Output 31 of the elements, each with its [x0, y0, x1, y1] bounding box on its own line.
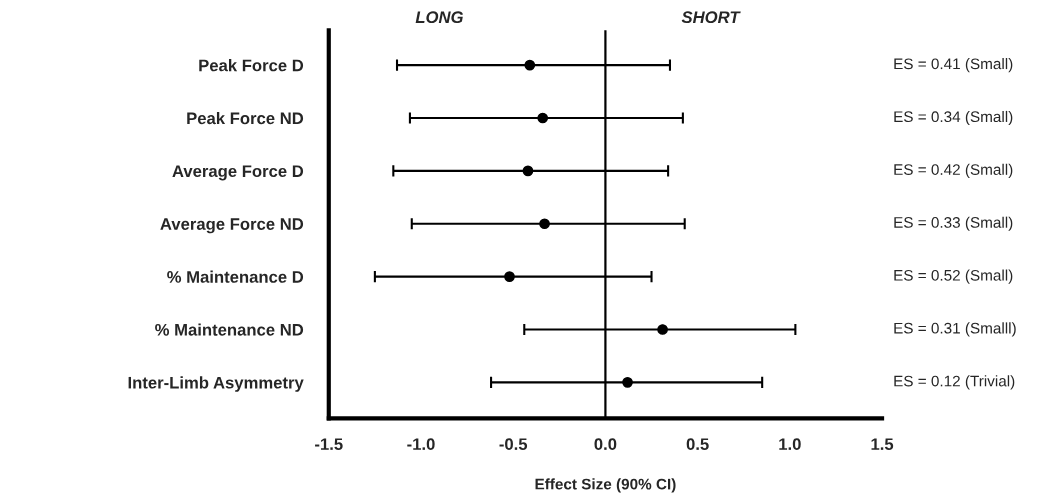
- point: [657, 324, 668, 335]
- text: ES = 0.33 (Small): [894, 216, 1013, 231]
- x-tick-label: 1.5: [871, 438, 894, 451]
- text: ES = 0.12 (Trivial): [894, 375, 1015, 390]
- y-tick-label: Average Force ND: [160, 218, 304, 234]
- y-tick-label: % Maintenance D: [167, 270, 304, 283]
- text: ES = 0.41 (Small): [894, 58, 1013, 73]
- text: ES = 0.52 (Small): [894, 269, 1013, 284]
- point: [539, 218, 550, 230]
- point: [622, 377, 633, 388]
- y-tick-label: Peak Force D: [199, 59, 304, 72]
- text: ES = 0.31 (Smalll): [894, 322, 1016, 337]
- x-tick-label: -1.0: [407, 438, 435, 451]
- y-tick-label: Inter-Limb Asymmetry: [128, 376, 304, 392]
- text: SHORT: [681, 11, 741, 24]
- point: [524, 59, 536, 71]
- x-tick-label: -1.5: [315, 438, 343, 451]
- y-tick-label: % Maintenance ND: [155, 323, 304, 336]
- text: LONG: [415, 11, 463, 24]
- x-tick-label: 0.0: [594, 438, 617, 451]
- x-tick-label: 0.5: [686, 438, 709, 451]
- y-tick-label: Peak Force ND: [187, 111, 304, 125]
- x-tick-label: 1.0: [779, 438, 801, 451]
- x-axis-title: Effect Size (90% CI): [535, 478, 676, 493]
- point: [537, 112, 549, 124]
- point: [504, 271, 515, 282]
- text: ES = 0.34 (Small): [894, 110, 1013, 126]
- point: [522, 165, 534, 177]
- y-tick-label: Average Force D: [172, 165, 304, 181]
- x-tick-label: -0.5: [499, 438, 528, 451]
- text: ES = 0.42 (Small): [894, 163, 1013, 178]
